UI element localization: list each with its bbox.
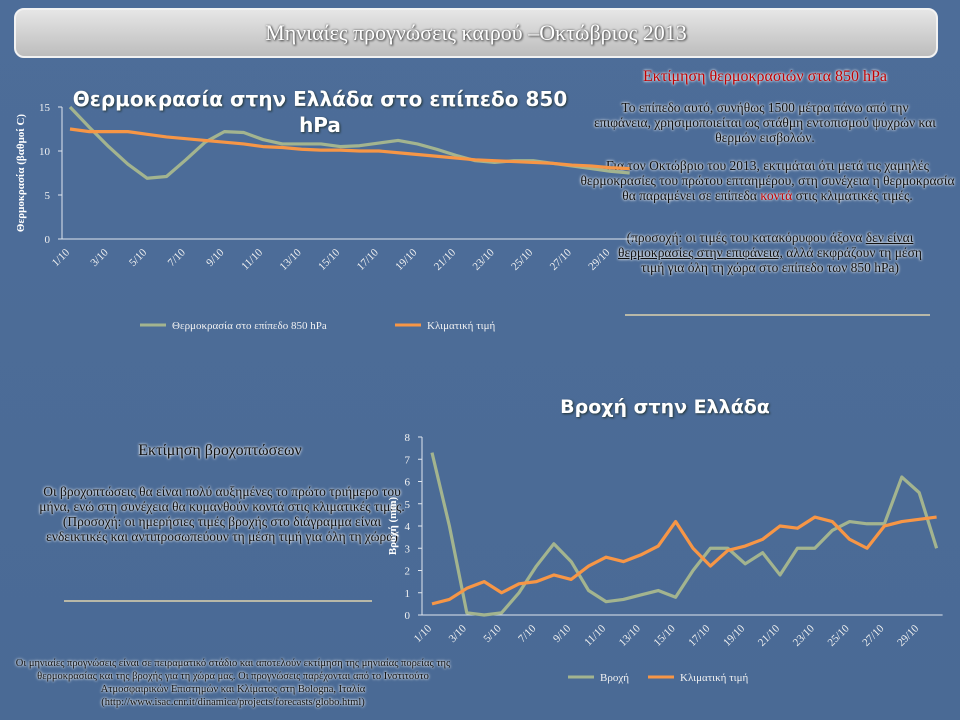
x-tick-label: 11/10 <box>582 622 608 648</box>
note-text: Για τον Οκτώβριο του 2013, εκτιμάται ότι… <box>580 158 955 203</box>
note-text: Για τον Οκτώβριο του 2013, εκτιμάται ότι… <box>580 158 955 203</box>
y-tick-label: 7 <box>405 454 411 466</box>
y-tick-label: 2 <box>405 566 411 578</box>
y-tick-label: 8 <box>405 432 411 444</box>
x-tick-label: 23/10 <box>791 622 818 649</box>
x-tick-label: 23/10 <box>471 246 498 273</box>
x-tick-label: 3/10 <box>447 622 470 645</box>
y-axis-label: Θερμοκρασία (βαθμοί C) <box>15 114 27 232</box>
data-line <box>431 515 937 606</box>
note-text: αλλά εκφράζουν τη μέση τιμή για όλη τη χ… <box>640 245 922 275</box>
x-tick-label: 1/10 <box>50 246 73 269</box>
x-tick-label: 1/10 <box>412 622 435 645</box>
note-text: Το επίπεδο αυτό, συνήθως 1500 μέτρα πάνω… <box>594 100 936 145</box>
y-tick-label: 0 <box>45 234 51 246</box>
x-tick-label: 15/10 <box>652 622 679 649</box>
data-line <box>69 127 630 171</box>
header-title: Μηνιαίες προγνώσεις καιρού –Οκτώβριος 20… <box>14 8 938 58</box>
x-tick-label: 11/10 <box>239 246 265 272</box>
note-emphasis: κοντά <box>760 188 793 203</box>
y-tick-label: 15 <box>39 102 51 114</box>
data-line <box>68 105 630 180</box>
x-tick-label: 21/10 <box>756 622 783 649</box>
x-tick-label: 25/10 <box>826 622 853 649</box>
y-tick-label: 3 <box>405 543 411 555</box>
data-line <box>430 452 939 617</box>
x-tick-label: 17/10 <box>355 246 382 273</box>
x-tick-label: 5/10 <box>127 246 150 269</box>
note-text: (προσοχή: οι τιμές του κατακόρυφου άξονα <box>626 230 866 245</box>
y-tick-label: 6 <box>405 477 411 489</box>
y-axis-label: Βροχή (mm) <box>387 497 399 556</box>
note-text: Οι βροχοπτώσεις θα είναι πολύ αυξημένες … <box>39 484 405 544</box>
y-tick-label: 5 <box>45 190 51 202</box>
y-tick-label: 0 <box>405 610 411 622</box>
note-emphasis: δεν είναι θερμοκρασίες στην επιφάνεια, <box>618 230 914 260</box>
x-tick-label: 15/10 <box>316 246 343 273</box>
footnote: Οι μηνιαίες προγνώσεις είναι σε πειραματ… <box>15 658 451 708</box>
y-tick-label: 5 <box>405 499 411 511</box>
x-tick-label: 13/10 <box>617 622 644 649</box>
x-tick-label: 9/10 <box>204 246 227 269</box>
chart-title: Θερμοκρασία στην Ελλάδα στο επίπεδο 850 … <box>72 87 568 137</box>
note-title: Εκτίμηση βροχοπτώσεων <box>138 442 302 459</box>
x-tick-label: 7/10 <box>516 622 539 645</box>
legend-label: Βροχή <box>600 672 629 684</box>
note-text: (προσοχή: οι τιμές του κατακόρυφου άξονα… <box>605 230 935 275</box>
x-tick-label: 29/10 <box>895 622 922 649</box>
y-tick-label: 10 <box>39 146 51 158</box>
x-tick-label: 9/10 <box>551 622 574 645</box>
x-tick-label: 5/10 <box>481 622 504 645</box>
x-tick-label: 21/10 <box>432 246 459 273</box>
x-tick-label: 27/10 <box>860 622 887 649</box>
x-tick-label: 13/10 <box>278 246 305 273</box>
x-tick-label: 29/10 <box>586 246 613 273</box>
legend-label: Κλιματική τιμή <box>427 320 495 332</box>
x-tick-label: 25/10 <box>509 246 536 273</box>
y-tick-label: 4 <box>405 521 411 533</box>
x-tick-label: 17/10 <box>686 622 713 649</box>
x-tick-label: 7/10 <box>166 246 189 269</box>
x-tick-label: 19/10 <box>393 246 420 273</box>
x-tick-label: 19/10 <box>721 622 748 649</box>
x-tick-label: 3/10 <box>88 246 111 269</box>
x-tick-label: 27/10 <box>548 246 575 273</box>
legend-label: Θερμοκρασία στο επίπεδο 850 hPa <box>172 320 327 332</box>
chart-title: Βροχή στην Ελλάδα <box>560 396 770 418</box>
y-tick-label: 1 <box>405 588 411 600</box>
legend-label: Κλιματική τιμή <box>680 672 748 684</box>
note-title: Εκτίμηση θερμοκρασιών στα 850 hPa <box>642 68 887 85</box>
note-text: στις κλιματικές τιμές. <box>792 188 913 203</box>
